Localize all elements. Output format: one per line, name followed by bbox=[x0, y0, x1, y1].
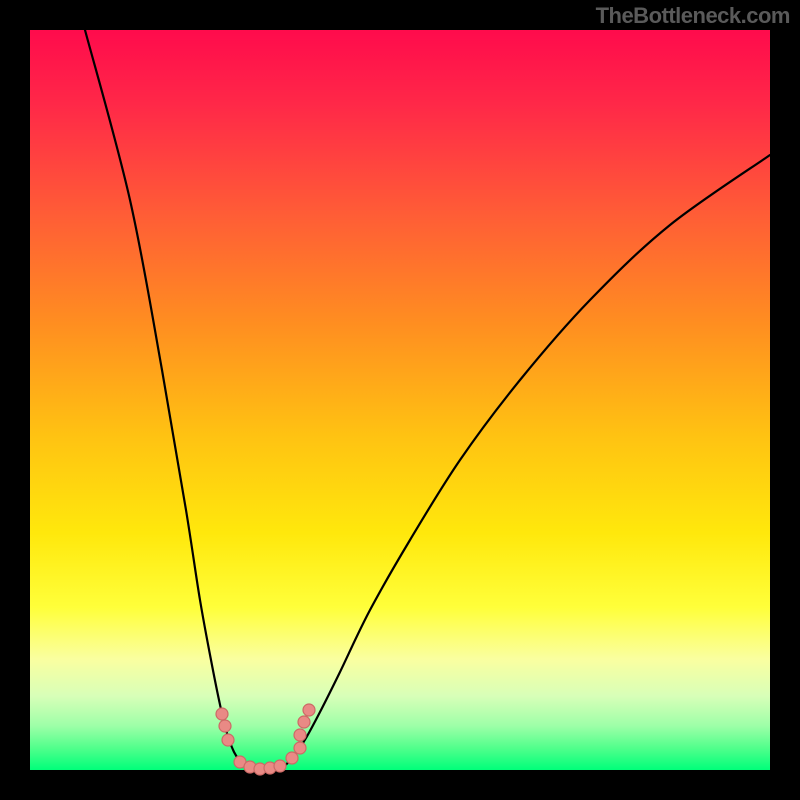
data-marker bbox=[294, 729, 306, 741]
data-marker bbox=[222, 734, 234, 746]
data-marker bbox=[294, 742, 306, 754]
data-marker bbox=[298, 716, 310, 728]
watermark-text: TheBottleneck.com bbox=[596, 3, 790, 29]
data-marker bbox=[219, 720, 231, 732]
data-marker bbox=[274, 760, 286, 772]
data-marker bbox=[286, 752, 298, 764]
data-marker bbox=[216, 708, 228, 720]
chart-container: TheBottleneck.com bbox=[0, 0, 800, 800]
gradient-background bbox=[30, 30, 770, 770]
data-marker bbox=[303, 704, 315, 716]
bottleneck-chart bbox=[0, 0, 800, 800]
